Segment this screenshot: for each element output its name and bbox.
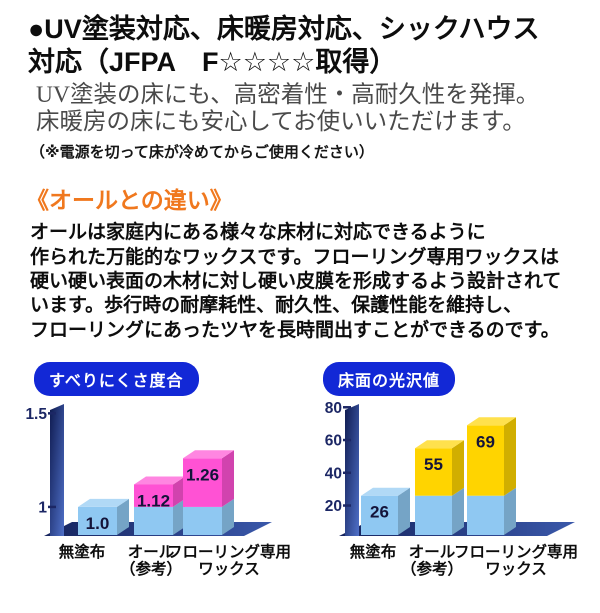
lede-text: UV塗装の床にも、高密着性・高耐久性を発揮。 床暖房の床にも安心してお使いいただ… — [36, 81, 540, 136]
page-title: ●UV塗装対応、床暖房対応、シックハウス 対応（JFPA F☆☆☆☆取得） — [28, 14, 540, 77]
chart-title-badge-slip: すべりにくさ度合 — [34, 361, 199, 396]
charts-row: 1.5 1 1.0 無塗布 1.12 オール （参考） 1.26 フローリング専用 ワックス すべ… — [20, 358, 600, 588]
svg-text:ワックス: ワックス — [198, 560, 260, 578]
svg-text:フローリング専用: フローリング専用 — [454, 542, 578, 561]
svg-text:（参考）: （参考） — [120, 559, 182, 578]
svg-text:60: 60 — [325, 432, 342, 449]
gloss-value-bar-chart: 80 60 40 20 26 無塗布 55 オール（参考） 69 フローリング専用ワックス — [325, 400, 578, 578]
svg-text:69: 69 — [476, 432, 495, 451]
svg-text:1.26: 1.26 — [186, 465, 219, 484]
product-description-page: ●UV塗装対応、床暖房対応、シックハウス 対応（JFPA F☆☆☆☆取得） UV… — [0, 13, 600, 588]
svg-text:ワックス: ワックス — [485, 560, 547, 578]
svg-text:無塗布: 無塗布 — [350, 542, 397, 561]
svg-text:1.5: 1.5 — [25, 406, 47, 423]
body-paragraph: オールは家庭内にある様々な床材に対応できるように 作られた万能的なワックスです。… — [30, 222, 562, 341]
svg-text:オール: オール — [409, 543, 456, 561]
svg-text:1.0: 1.0 — [86, 514, 110, 533]
svg-text:80: 80 — [325, 400, 342, 417]
svg-text:26: 26 — [370, 503, 389, 522]
slip-resistance-bar-chart: 1.5 1 1.0 無塗布 1.12 オール（参考） 1.26 フローリング専用ワックス — [25, 403, 291, 578]
section-heading: 《オールとの違い》 — [26, 187, 233, 214]
svg-text:55: 55 — [424, 455, 443, 474]
svg-text:（参考）: （参考） — [401, 559, 463, 578]
chart-slip-resistance: 1.5 1 1.0 無塗布 1.12 オール （参考） 1.26 フローリング専用 ワックス すべ… — [20, 358, 305, 588]
svg-text:1: 1 — [38, 499, 47, 516]
chart-title-badge-gloss: 床面の光沢値 — [323, 361, 456, 396]
svg-text:20: 20 — [325, 498, 342, 515]
svg-text:1.12: 1.12 — [137, 491, 170, 510]
svg-text:オール: オール — [128, 543, 175, 561]
svg-text:無塗布: 無塗布 — [59, 542, 106, 561]
svg-text:フローリング専用: フローリング専用 — [167, 542, 291, 561]
usage-note: （※電源を切って床が冷めてからご使用ください） — [30, 144, 374, 162]
svg-text:40: 40 — [325, 465, 342, 482]
chart-gloss-value: 80 60 40 20 26 無塗布 55 オール （参考） 69 フローリング専用 ワックス 床面の… — [315, 358, 600, 588]
